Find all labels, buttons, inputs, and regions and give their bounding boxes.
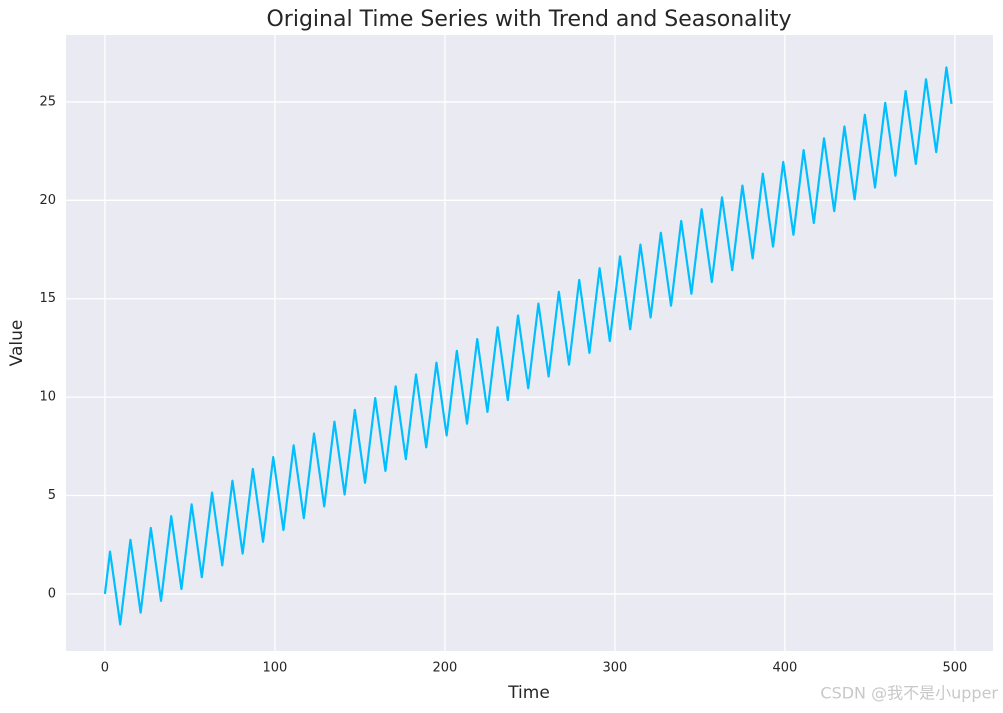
y-tick-label: 15 bbox=[39, 291, 56, 306]
y-axis-label: Value bbox=[7, 320, 27, 367]
x-tick-label: 300 bbox=[603, 661, 628, 676]
y-tick-label: 20 bbox=[39, 193, 56, 208]
x-tick-label: 0 bbox=[101, 661, 109, 676]
chart-title: Original Time Series with Trend and Seas… bbox=[266, 7, 791, 32]
x-tick-label: 400 bbox=[773, 661, 798, 676]
x-axis-label: Time bbox=[507, 683, 550, 703]
y-tick-label: 25 bbox=[39, 94, 56, 109]
y-tick-label: 5 bbox=[48, 488, 56, 503]
y-tick-label: 10 bbox=[39, 390, 56, 405]
x-tick-label: 200 bbox=[433, 661, 458, 676]
x-tick-label: 500 bbox=[943, 661, 968, 676]
x-tick-label: 100 bbox=[263, 661, 288, 676]
watermark: CSDN @我不是小upper bbox=[820, 684, 998, 703]
data-line bbox=[103, 66, 953, 626]
y-tick-label: 0 bbox=[48, 586, 56, 601]
